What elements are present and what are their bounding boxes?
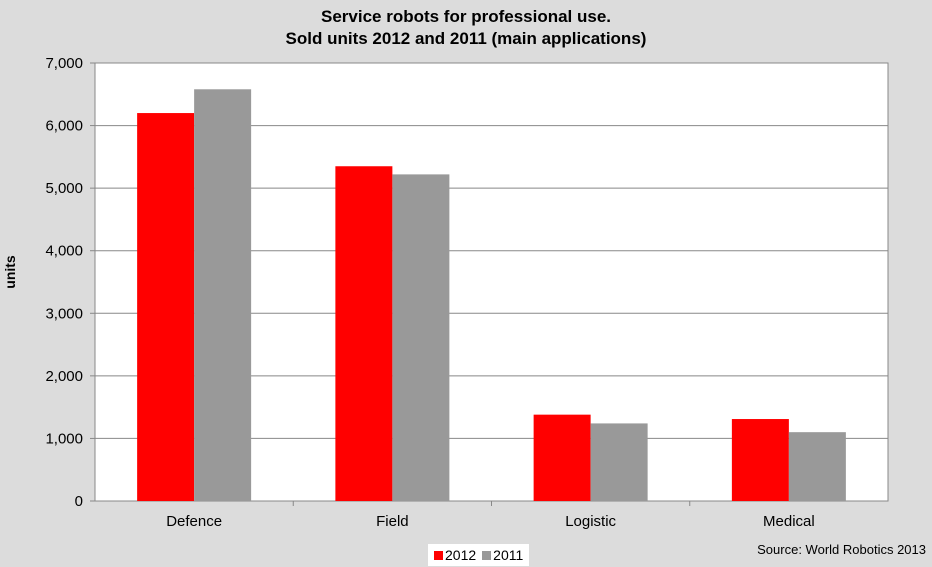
bar-logistic-2012 [533, 414, 591, 501]
bar-field-2011 [392, 174, 450, 501]
bar-medical-2011 [788, 432, 846, 501]
legend: 2012 2011 [428, 544, 530, 566]
x-tick-label-field: Field [376, 513, 409, 530]
y-tick-label-2000: 2,000 [45, 368, 83, 385]
legend-swatch-2011 [482, 550, 492, 560]
y-tick-label-5000: 5,000 [45, 180, 83, 197]
bar-chart: 0 1,000 2,000 3,000 4,000 5,000 6,000 7,000 Defe… [45, 55, 889, 530]
bar-medical-2012 [731, 419, 789, 501]
y-tick-label-1000: 1,000 [45, 430, 83, 447]
y-tick-label-4000: 4,000 [45, 243, 83, 260]
chart-title-line-2: Sold units 2012 and 2011 (main applicati… [285, 29, 647, 48]
chart-title-line-1: Service robots for professional use. [320, 7, 612, 26]
legend-label-2011: 2011 [493, 547, 524, 563]
chart-title: Service robots for professional use. Sol… [0, 6, 932, 50]
bar-defence-2011 [194, 89, 252, 501]
x-tick-label-defence: Defence [166, 513, 222, 530]
legend-swatch-2012 [434, 550, 443, 560]
legend-item-2011: 2011 [482, 547, 523, 563]
bar-field-2012 [335, 166, 393, 501]
bar-defence-2012 [137, 113, 195, 502]
y-tick-label-0: 0 [75, 493, 83, 510]
source-note: Source: World Robotics 2013 [757, 542, 926, 557]
y-tick-label-3000: 3,000 [45, 305, 83, 322]
bar-logistic-2011 [590, 423, 648, 501]
y-tick-label-7000: 7,000 [45, 55, 83, 72]
legend-label-2012: 2012 [445, 547, 477, 563]
legend-item-2012: 2012 [434, 547, 476, 563]
y-tick-label-6000: 6,000 [45, 118, 83, 135]
x-tick-label-medical: Medical [763, 513, 815, 530]
x-tick-label-logistic: Logistic [565, 513, 616, 530]
